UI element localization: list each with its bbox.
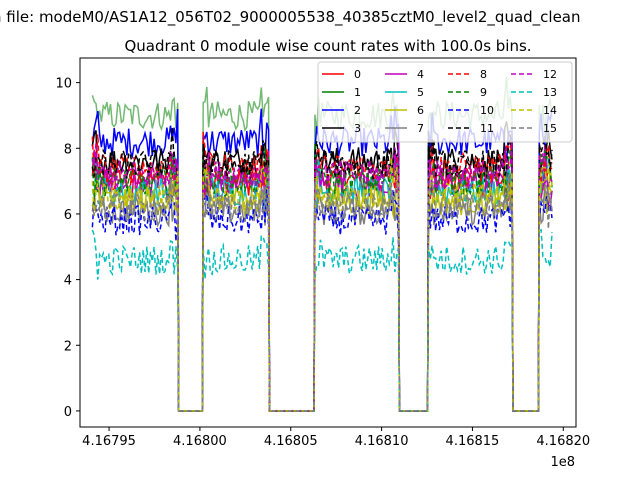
legend-label-12: 12 bbox=[543, 68, 557, 81]
x-tick-label: 4.16805 bbox=[264, 434, 318, 449]
y-tick-label: 0 bbox=[64, 405, 72, 420]
chart-title: Quadrant 0 module wise count rates with … bbox=[124, 37, 531, 55]
x-tick-label: 4.16820 bbox=[536, 434, 590, 449]
series-line-9 bbox=[91, 143, 553, 412]
x-tick-label: 4.16815 bbox=[446, 434, 500, 449]
legend-label-1: 1 bbox=[354, 86, 361, 99]
series-line-8 bbox=[91, 131, 553, 412]
series-line-13 bbox=[91, 228, 553, 412]
y-tick-label: 2 bbox=[64, 339, 72, 354]
plot-area bbox=[91, 76, 553, 412]
legend-label-6: 6 bbox=[417, 104, 424, 117]
legend-box bbox=[317, 61, 573, 143]
legend-label-2: 2 bbox=[354, 104, 361, 117]
legend-label-7: 7 bbox=[417, 122, 424, 135]
legend-label-5: 5 bbox=[417, 86, 424, 99]
x-tick-label: 4.16800 bbox=[173, 434, 227, 449]
legend-label-14: 14 bbox=[543, 104, 557, 117]
series-line-10 bbox=[91, 186, 553, 412]
x-tick-label: 4.16795 bbox=[82, 434, 136, 449]
legend-label-8: 8 bbox=[480, 68, 487, 81]
legend-label-15: 15 bbox=[543, 122, 557, 135]
y-tick-label: 10 bbox=[55, 77, 72, 92]
legend-label-10: 10 bbox=[480, 104, 494, 117]
series-line-12 bbox=[91, 141, 553, 412]
y-tick-label: 8 bbox=[64, 142, 72, 157]
legend-label-11: 11 bbox=[480, 122, 494, 135]
figure-suptitle: n file: modeM0/AS1A12_056T02_9000005538_… bbox=[0, 8, 581, 27]
axes-frame bbox=[79, 57, 577, 428]
series-line-7 bbox=[91, 177, 553, 412]
legend-label-4: 4 bbox=[417, 68, 424, 81]
x-tick-label: 4.16810 bbox=[355, 434, 409, 449]
series-line-3 bbox=[91, 121, 553, 412]
legend-label-3: 3 bbox=[354, 122, 361, 135]
legend-label-13: 13 bbox=[543, 86, 557, 99]
legend-label-9: 9 bbox=[480, 86, 487, 99]
legend-label-0: 0 bbox=[354, 68, 361, 81]
y-tick-label: 4 bbox=[64, 274, 72, 289]
series-line-15 bbox=[91, 167, 553, 412]
x-offset-label: 1e8 bbox=[550, 455, 575, 470]
y-tick-label: 6 bbox=[64, 208, 72, 223]
axis-ticks: 4.16795 4.16800 4.16805 4.16810 4.16815 4.168… bbox=[55, 77, 590, 449]
